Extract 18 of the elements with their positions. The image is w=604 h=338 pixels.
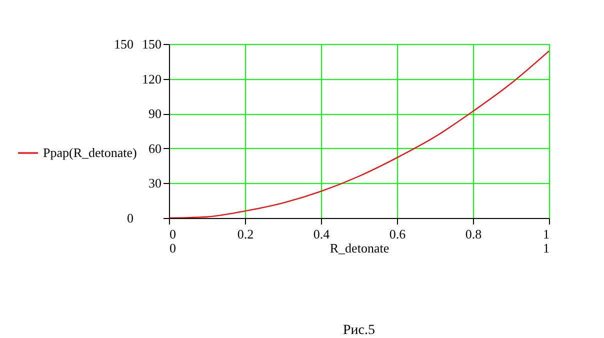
x-tick-label: 0.4 (313, 226, 330, 242)
y2-tick-label: 150 (114, 36, 134, 52)
y-tick-label: 30 (148, 176, 162, 191)
y-tick-label: 150 (142, 36, 162, 52)
y-tick-label: 60 (148, 140, 162, 156)
text: Рис.5 (343, 323, 375, 338)
x-tick-label: 0 (170, 226, 176, 242)
y2-tick-label: 0 (127, 210, 134, 226)
y-tick-label: 90 (148, 106, 162, 122)
x2-tick-label: 1 (543, 240, 550, 256)
x-tick-label: 1 (543, 226, 550, 242)
legend-label: Ppap(R_detonate) (43, 145, 137, 160)
x-tick-label: 0.6 (389, 226, 406, 242)
y-tick-label: 120 (142, 71, 162, 86)
x-axis-title: R_detonate (330, 240, 390, 256)
x-tick-label: 0.2 (237, 226, 254, 242)
x2-tick-label: 0 (170, 240, 176, 256)
x-tick-label: 0.8 (465, 226, 482, 242)
